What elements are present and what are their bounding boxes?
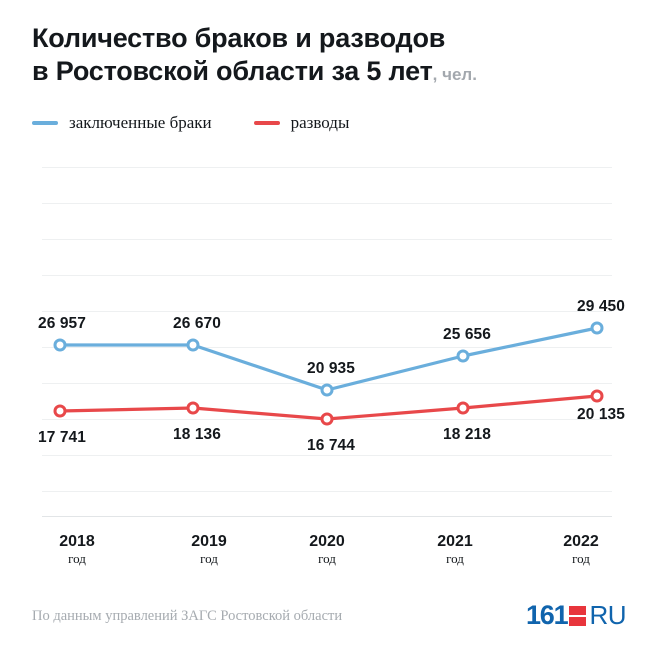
title-line-2: в Ростовской области за 5 лет, чел.	[32, 55, 632, 91]
data-label-divorces-2022: 20 135	[576, 406, 626, 423]
x-tick-2021: 2021 год	[437, 532, 473, 567]
x-tick-2018: 2018 год	[59, 532, 95, 567]
x-tick-unit: год	[200, 551, 218, 566]
legend-label-divorces: разводы	[290, 113, 350, 132]
data-label-divorces-2020: 16 744	[306, 437, 356, 454]
source-note: По данным управлений ЗАГС Ростовской обл…	[32, 608, 343, 624]
data-label-marriages-2022: 29 450	[576, 298, 626, 315]
data-label-marriages-2020: 20 935	[306, 360, 356, 377]
series-line-marriages	[58, 326, 599, 392]
x-tick-year: 2021	[437, 533, 473, 550]
data-label-marriages-2018: 26 957	[37, 315, 87, 332]
x-tick-2019: 2019 год	[191, 532, 227, 567]
gridline	[42, 491, 612, 492]
page-title: Количество браков и разводов в Ростовско…	[32, 22, 632, 91]
data-point-marriages-2019[interactable]	[186, 338, 200, 352]
gridline	[42, 167, 612, 168]
data-point-divorces-2022[interactable]	[590, 389, 604, 403]
data-point-marriages-2018[interactable]	[53, 338, 67, 352]
title-unit: , чел.	[432, 65, 477, 84]
legend-label-marriages: заключенные браки	[69, 113, 212, 132]
gridline	[42, 347, 612, 348]
gridline	[42, 203, 612, 204]
legend-swatch-divorces	[253, 121, 280, 125]
chart-legend: заключенные браки разводы	[32, 113, 391, 133]
data-label-marriages-2021: 25 656	[442, 326, 492, 343]
x-tick-2022: 2022 год	[563, 532, 599, 567]
legend-item-divorces[interactable]: разводы	[253, 113, 350, 133]
site-logo[interactable]: 161 RU	[525, 599, 627, 630]
title-line-1: Количество браков и разводов	[32, 23, 446, 53]
data-point-marriages-2022[interactable]	[590, 321, 604, 335]
gridline	[42, 239, 612, 240]
data-point-divorces-2018[interactable]	[53, 404, 67, 418]
logo-domain-text: RU	[589, 600, 626, 630]
data-point-divorces-2019[interactable]	[186, 401, 200, 415]
data-point-divorces-2021[interactable]	[456, 401, 470, 415]
logo-square-icon	[569, 606, 587, 626]
x-tick-year: 2018	[59, 533, 95, 550]
data-label-divorces-2021: 18 218	[442, 426, 492, 443]
logo-number-text: 161	[525, 599, 569, 630]
data-label-divorces-2019: 18 136	[172, 426, 222, 443]
gridline	[42, 455, 612, 456]
legend-item-marriages[interactable]: заключенные браки	[32, 113, 212, 133]
x-tick-unit: год	[318, 551, 336, 566]
x-tick-unit: год	[68, 551, 86, 566]
x-tick-year: 2020	[309, 533, 345, 550]
x-tick-2020: 2020 год	[309, 532, 345, 567]
data-point-marriages-2020[interactable]	[320, 383, 334, 397]
data-point-marriages-2021[interactable]	[456, 349, 470, 363]
data-point-divorces-2020[interactable]	[320, 412, 334, 426]
x-axis-line	[42, 516, 612, 517]
data-label-marriages-2019: 26 670	[172, 315, 222, 332]
title-line-2-text: в Ростовской области за 5 лет	[32, 56, 433, 86]
x-tick-year: 2022	[563, 533, 599, 550]
x-tick-unit: год	[572, 551, 590, 566]
data-label-divorces-2018: 17 741	[37, 429, 87, 446]
legend-swatch-marriages	[32, 121, 58, 125]
gridline	[42, 311, 612, 312]
x-tick-unit: год	[446, 551, 464, 566]
gridline	[42, 275, 612, 276]
x-tick-year: 2019	[191, 533, 227, 550]
